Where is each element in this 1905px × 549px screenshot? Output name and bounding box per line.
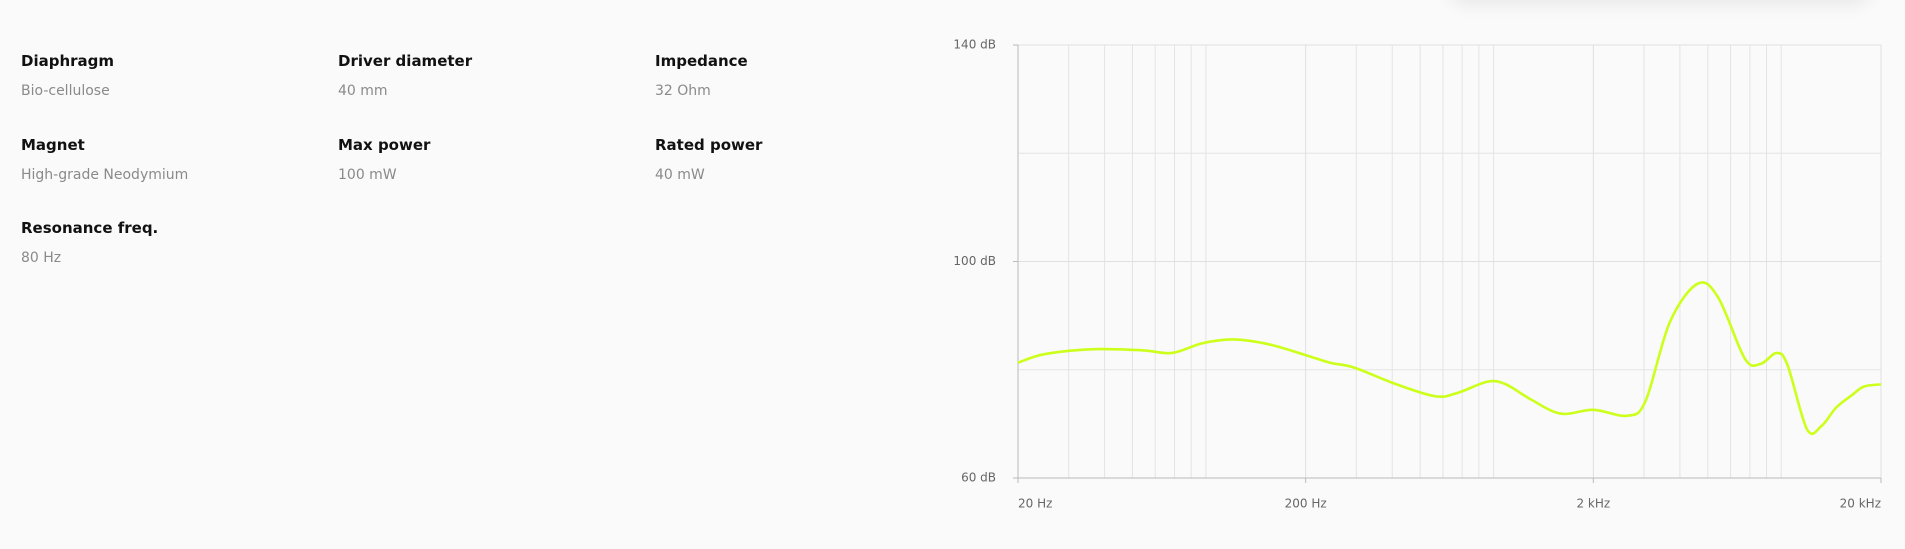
spec-value: Bio-cellulose [21, 83, 110, 99]
spec-label: Driver diameter [338, 52, 473, 70]
y-tick-label: 140 dB [953, 38, 996, 52]
spec-label: Magnet [21, 136, 85, 154]
x-tick-label: 2 kHz [1576, 497, 1610, 511]
spec-label: Resonance freq. [21, 219, 159, 237]
spec-value: 100 mW [338, 167, 397, 183]
y-tick-label: 60 dB [961, 471, 996, 485]
x-tick-label: 20 Hz [1018, 497, 1052, 511]
spec-item: Impedance 32 Ohm [655, 52, 955, 99]
spec-item: Rated power 40 mW [655, 136, 955, 183]
spec-value: 80 Hz [21, 250, 62, 266]
spec-item: Resonance freq. 80 Hz [21, 219, 321, 266]
x-tick-label: 20 kHz [1840, 497, 1881, 511]
spec-value: 32 Ohm [655, 83, 711, 99]
spec-item: Magnet High-grade Neodymium [21, 136, 321, 183]
spec-label: Rated power [655, 136, 763, 154]
spec-label: Impedance [655, 52, 748, 70]
spec-item: Driver diameter 40 mm [338, 52, 638, 99]
spec-item: Max power 100 mW [338, 136, 638, 183]
spec-item: Diaphragm Bio-cellulose [21, 52, 321, 99]
spec-value: 40 mW [655, 167, 705, 183]
spec-label: Diaphragm [21, 52, 115, 70]
spec-label: Max power [338, 136, 431, 154]
x-tick-label: 200 Hz [1285, 497, 1327, 511]
response-curve [1017, 281, 1882, 435]
spec-value: 40 mm [338, 83, 388, 99]
spec-value: High-grade Neodymium [21, 167, 189, 183]
y-tick-label: 100 dB [953, 254, 996, 268]
